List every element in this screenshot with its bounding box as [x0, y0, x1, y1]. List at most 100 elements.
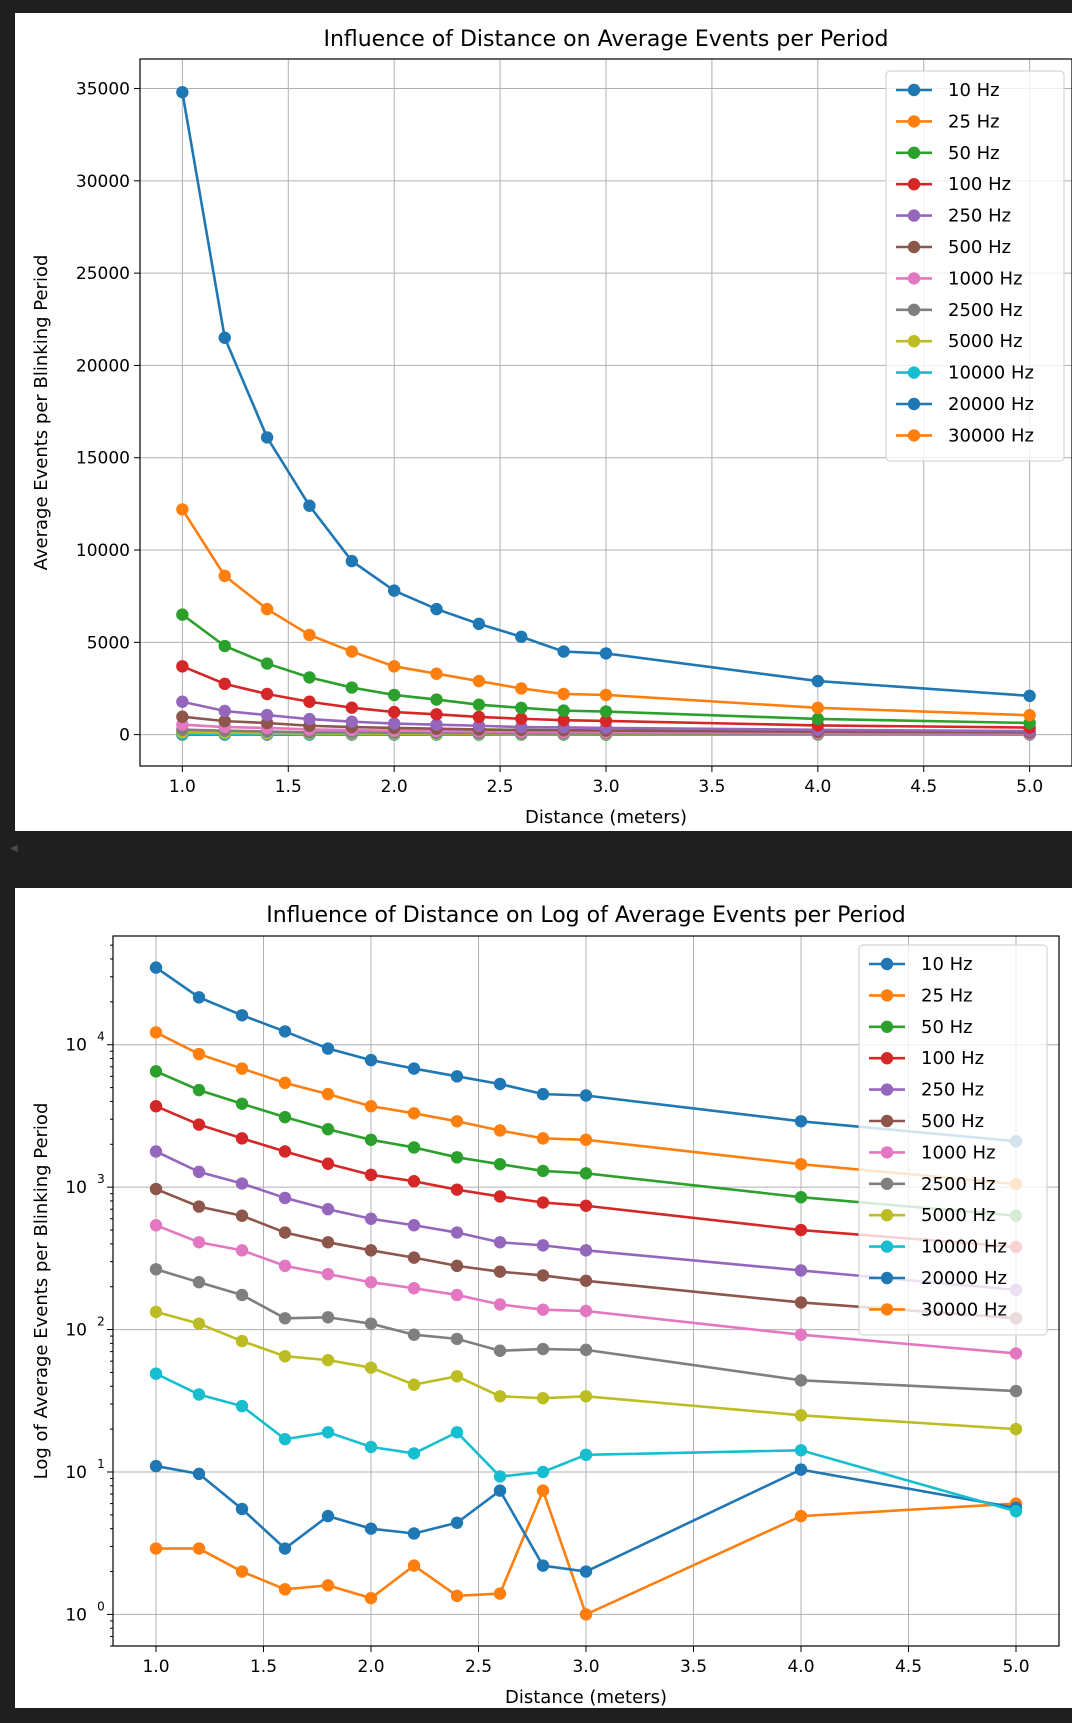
x-axis-label: Distance (meters) [505, 1687, 667, 1708]
data-point [579, 1608, 593, 1621]
x-tick-label: 2.5 [487, 777, 514, 797]
legend-marker [880, 1271, 894, 1285]
data-point [557, 687, 570, 701]
data-point [235, 1132, 249, 1145]
legend-marker [907, 209, 921, 222]
data-point [235, 1009, 249, 1022]
data-point [387, 660, 401, 673]
data-point [278, 1259, 292, 1273]
data-point [278, 1145, 292, 1158]
data-point [192, 1236, 206, 1249]
legend-marker [907, 303, 921, 316]
legend-label: 100 Hz [948, 174, 1011, 195]
data-point [493, 1157, 507, 1171]
data-point [321, 1042, 335, 1055]
data-point [472, 698, 486, 711]
data-point [218, 331, 231, 344]
data-point [794, 1190, 808, 1204]
data-point [407, 1251, 421, 1264]
data-point [235, 1097, 249, 1110]
data-point [536, 1132, 550, 1145]
data-point [450, 1259, 464, 1273]
data-point [794, 1509, 808, 1523]
data-point [192, 1276, 206, 1289]
x-tick-label: 3.0 [572, 1657, 599, 1677]
plot-frame [112, 935, 1060, 1647]
data-point [321, 1123, 335, 1136]
data-point [149, 1367, 163, 1380]
y-tick-label: 30000 [76, 172, 130, 192]
data-point [579, 1390, 593, 1403]
data-point [192, 1542, 206, 1555]
data-point [599, 688, 613, 702]
data-point [407, 1447, 421, 1460]
data-point [557, 645, 570, 658]
data-point [599, 714, 613, 728]
log-chart: Influence of Distance on Log of Average … [31, 903, 1060, 1708]
scroll-left-arrow-icon: ◀ [10, 843, 18, 854]
data-point [235, 1062, 249, 1075]
data-point [430, 718, 443, 731]
legend-label: 50 Hz [921, 1017, 973, 1038]
x-tick-label: 1.0 [169, 777, 196, 797]
data-point [321, 1353, 335, 1367]
data-point [218, 639, 231, 653]
y-tick-exponent: 4 [97, 1030, 105, 1044]
data-point [493, 1265, 507, 1278]
data-point [536, 1559, 550, 1572]
data-point [794, 1328, 808, 1341]
data-point [149, 1305, 163, 1319]
data-point [493, 1587, 507, 1600]
data-point [407, 1107, 421, 1120]
legend-marker [880, 1020, 894, 1033]
data-point [364, 1361, 378, 1374]
data-point [192, 1118, 206, 1131]
data-point [1009, 1384, 1023, 1398]
data-point [493, 1484, 507, 1497]
data-point [1023, 689, 1036, 703]
data-point [536, 1303, 550, 1316]
x-tick-label: 1.0 [142, 1657, 169, 1677]
data-point [579, 1089, 593, 1102]
data-point [515, 712, 528, 725]
y-tick-label: 10 [65, 1178, 87, 1198]
legend-box [885, 70, 1065, 462]
data-point [536, 1269, 550, 1282]
data-point [430, 667, 443, 680]
y-tick-exponent: 2 [97, 1315, 105, 1329]
data-point [536, 1196, 550, 1209]
data-point [536, 1239, 550, 1252]
data-point [387, 688, 401, 702]
x-tick-label: 3.5 [698, 777, 725, 797]
data-point [811, 674, 825, 688]
data-point [149, 1219, 163, 1232]
data-point [407, 1378, 421, 1391]
y-tick-label: 10 [65, 1036, 87, 1056]
y-tick-label: 15000 [76, 449, 130, 469]
data-point [260, 687, 274, 701]
data-point [536, 1391, 550, 1405]
data-point [794, 1223, 808, 1237]
data-point [364, 1133, 378, 1147]
data-point [218, 704, 231, 718]
data-point [149, 1145, 163, 1158]
x-tick-label: 4.0 [804, 777, 831, 797]
data-point [321, 1157, 335, 1170]
data-point [536, 1465, 550, 1479]
data-point [235, 1565, 249, 1578]
data-point [536, 1342, 550, 1356]
legend-marker [907, 272, 921, 285]
data-point [149, 1542, 163, 1555]
data-point [450, 1151, 464, 1164]
data-point [794, 1444, 808, 1457]
y-axis-label: Log of Average Events per Blinking Perio… [31, 1103, 52, 1480]
legend-label: 10000 Hz [948, 363, 1034, 384]
data-point [235, 1209, 249, 1222]
data-point [450, 1332, 464, 1346]
data-point [450, 1183, 464, 1196]
data-point [278, 1312, 292, 1325]
data-point [235, 1334, 249, 1348]
data-point [407, 1282, 421, 1295]
data-point [557, 714, 570, 727]
chart-title: Influence of Distance on Average Events … [323, 27, 888, 52]
